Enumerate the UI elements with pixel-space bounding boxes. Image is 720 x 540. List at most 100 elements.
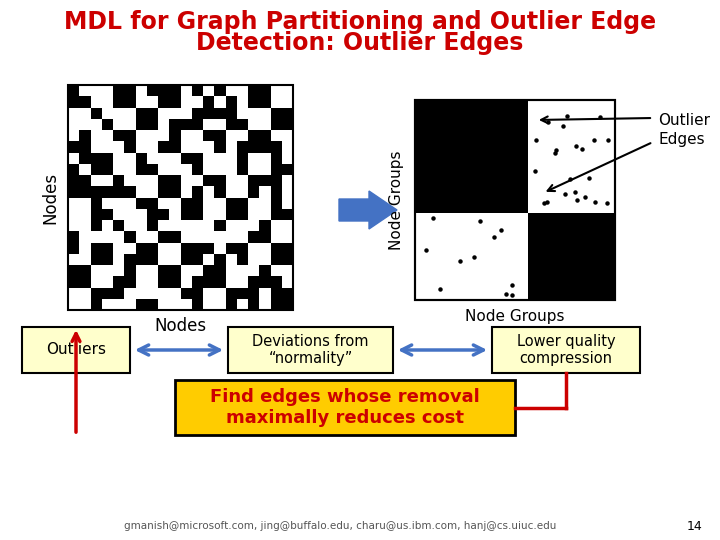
Bar: [271, 141, 282, 152]
Bar: [169, 287, 181, 299]
Bar: [271, 287, 282, 299]
Bar: [135, 198, 147, 209]
Bar: [135, 209, 147, 220]
Bar: [259, 130, 271, 141]
Bar: [135, 141, 147, 152]
Bar: [225, 141, 237, 152]
Bar: [147, 107, 158, 119]
Bar: [135, 85, 147, 96]
Bar: [158, 220, 169, 231]
Bar: [282, 130, 293, 141]
Bar: [147, 141, 158, 152]
Bar: [125, 186, 135, 198]
Bar: [113, 130, 125, 141]
Bar: [147, 130, 158, 141]
Bar: [259, 276, 271, 287]
Bar: [102, 209, 113, 220]
Bar: [135, 175, 147, 186]
Bar: [192, 175, 203, 186]
Bar: [203, 287, 215, 299]
Bar: [158, 175, 169, 186]
Bar: [113, 85, 125, 96]
Bar: [158, 107, 169, 119]
Bar: [225, 107, 237, 119]
Bar: [125, 152, 135, 164]
Bar: [225, 209, 237, 220]
Bar: [79, 119, 91, 130]
Bar: [135, 152, 147, 164]
Bar: [79, 130, 91, 141]
Text: Detection: Outlier Edges: Detection: Outlier Edges: [197, 31, 523, 55]
Bar: [203, 96, 215, 107]
Bar: [259, 265, 271, 276]
Bar: [181, 107, 192, 119]
Bar: [225, 119, 237, 130]
Bar: [225, 242, 237, 254]
Bar: [271, 198, 282, 209]
Bar: [79, 242, 91, 254]
Bar: [169, 265, 181, 276]
Text: Find edges whose removal
maximally reduces cost: Find edges whose removal maximally reduc…: [210, 388, 480, 427]
Bar: [91, 152, 102, 164]
FancyBboxPatch shape: [175, 380, 515, 435]
Bar: [192, 141, 203, 152]
Bar: [91, 96, 102, 107]
Bar: [248, 119, 259, 130]
Bar: [91, 130, 102, 141]
Bar: [158, 254, 169, 265]
Bar: [181, 198, 192, 209]
Bar: [135, 265, 147, 276]
Bar: [125, 231, 135, 242]
Bar: [102, 175, 113, 186]
Bar: [248, 220, 259, 231]
Bar: [215, 186, 225, 198]
Bar: [169, 231, 181, 242]
Bar: [169, 152, 181, 164]
Bar: [192, 186, 203, 198]
Bar: [135, 164, 147, 175]
Bar: [79, 96, 91, 107]
Bar: [135, 130, 147, 141]
Bar: [169, 164, 181, 175]
Bar: [203, 152, 215, 164]
Bar: [68, 276, 79, 287]
Bar: [215, 220, 225, 231]
Bar: [282, 141, 293, 152]
Bar: [68, 198, 79, 209]
Bar: [169, 186, 181, 198]
Bar: [169, 299, 181, 310]
Bar: [169, 220, 181, 231]
Bar: [102, 130, 113, 141]
Bar: [147, 186, 158, 198]
Bar: [169, 276, 181, 287]
Bar: [192, 107, 203, 119]
Bar: [215, 254, 225, 265]
Bar: [203, 175, 215, 186]
Bar: [203, 119, 215, 130]
Bar: [192, 265, 203, 276]
Bar: [259, 198, 271, 209]
Bar: [68, 107, 79, 119]
Bar: [125, 254, 135, 265]
Bar: [215, 276, 225, 287]
Bar: [125, 96, 135, 107]
Bar: [248, 186, 259, 198]
Bar: [158, 186, 169, 198]
Text: gmanish@microsoft.com, jing@buffalo.edu, charu@us.ibm.com, hanj@cs.uiuc.edu: gmanish@microsoft.com, jing@buffalo.edu,…: [124, 521, 556, 531]
Bar: [181, 130, 192, 141]
Bar: [113, 254, 125, 265]
Bar: [225, 254, 237, 265]
Bar: [158, 287, 169, 299]
Bar: [215, 85, 225, 96]
Bar: [203, 209, 215, 220]
Bar: [237, 96, 248, 107]
Bar: [271, 220, 282, 231]
Bar: [237, 107, 248, 119]
Bar: [79, 186, 91, 198]
Bar: [248, 85, 259, 96]
Bar: [282, 198, 293, 209]
Bar: [181, 276, 192, 287]
Bar: [125, 85, 135, 96]
Bar: [158, 198, 169, 209]
Bar: [215, 96, 225, 107]
